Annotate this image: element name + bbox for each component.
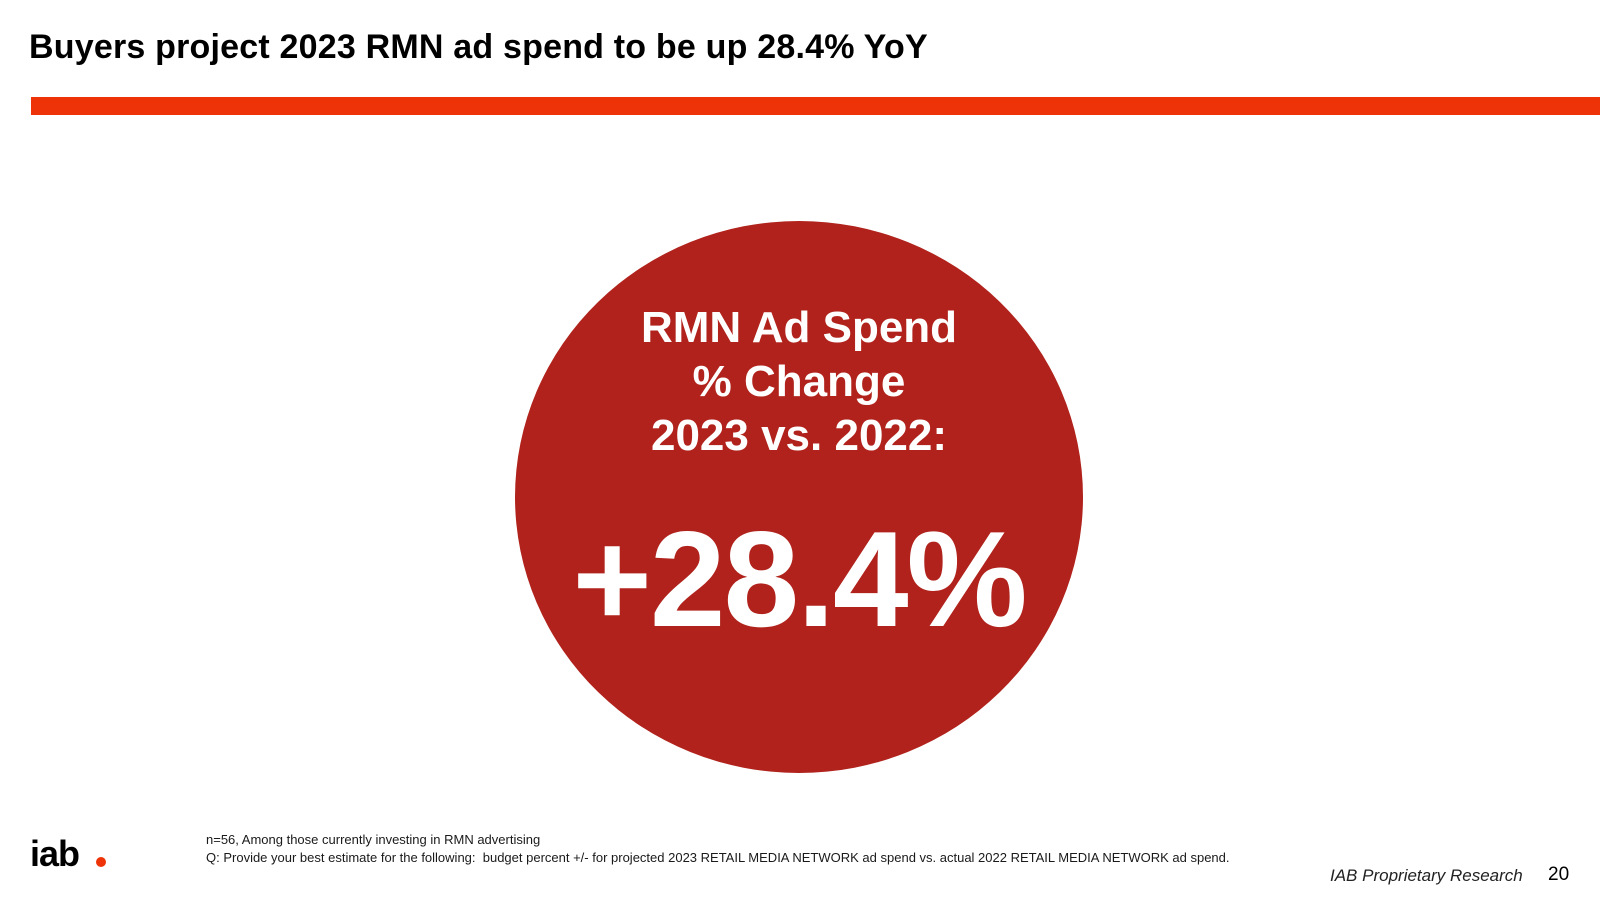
iab-logo-text: iab <box>30 836 79 874</box>
stat-label-line-1: RMN Ad Spend <box>640 303 958 352</box>
page-number: 20 <box>1548 864 1570 885</box>
proprietary-label: IAB Proprietary Research <box>1330 866 1523 885</box>
accent-bar <box>31 97 1600 115</box>
stat-label-line-2: % Change <box>692 357 906 406</box>
stat-label: RMN Ad Spend % Change 2023 vs. 2022: <box>515 301 1083 463</box>
stat-label-line-3: 2023 vs. 2022: <box>650 411 948 460</box>
stat-value: +28.4% <box>572 503 1027 655</box>
iab-logo-dot <box>96 857 106 867</box>
stat-circle: RMN Ad Spend % Change 2023 vs. 2022: +28… <box>515 221 1083 773</box>
footnote-sample: n=56, Among those currently investing in… <box>206 832 541 847</box>
slide-title: Buyers project 2023 RMN ad spend to be u… <box>29 28 928 66</box>
footnote-question: Q: Provide your best estimate for the fo… <box>206 850 1230 865</box>
iab-logo: iab <box>30 836 106 874</box>
footnote: n=56, Among those currently investing in… <box>206 831 1256 867</box>
